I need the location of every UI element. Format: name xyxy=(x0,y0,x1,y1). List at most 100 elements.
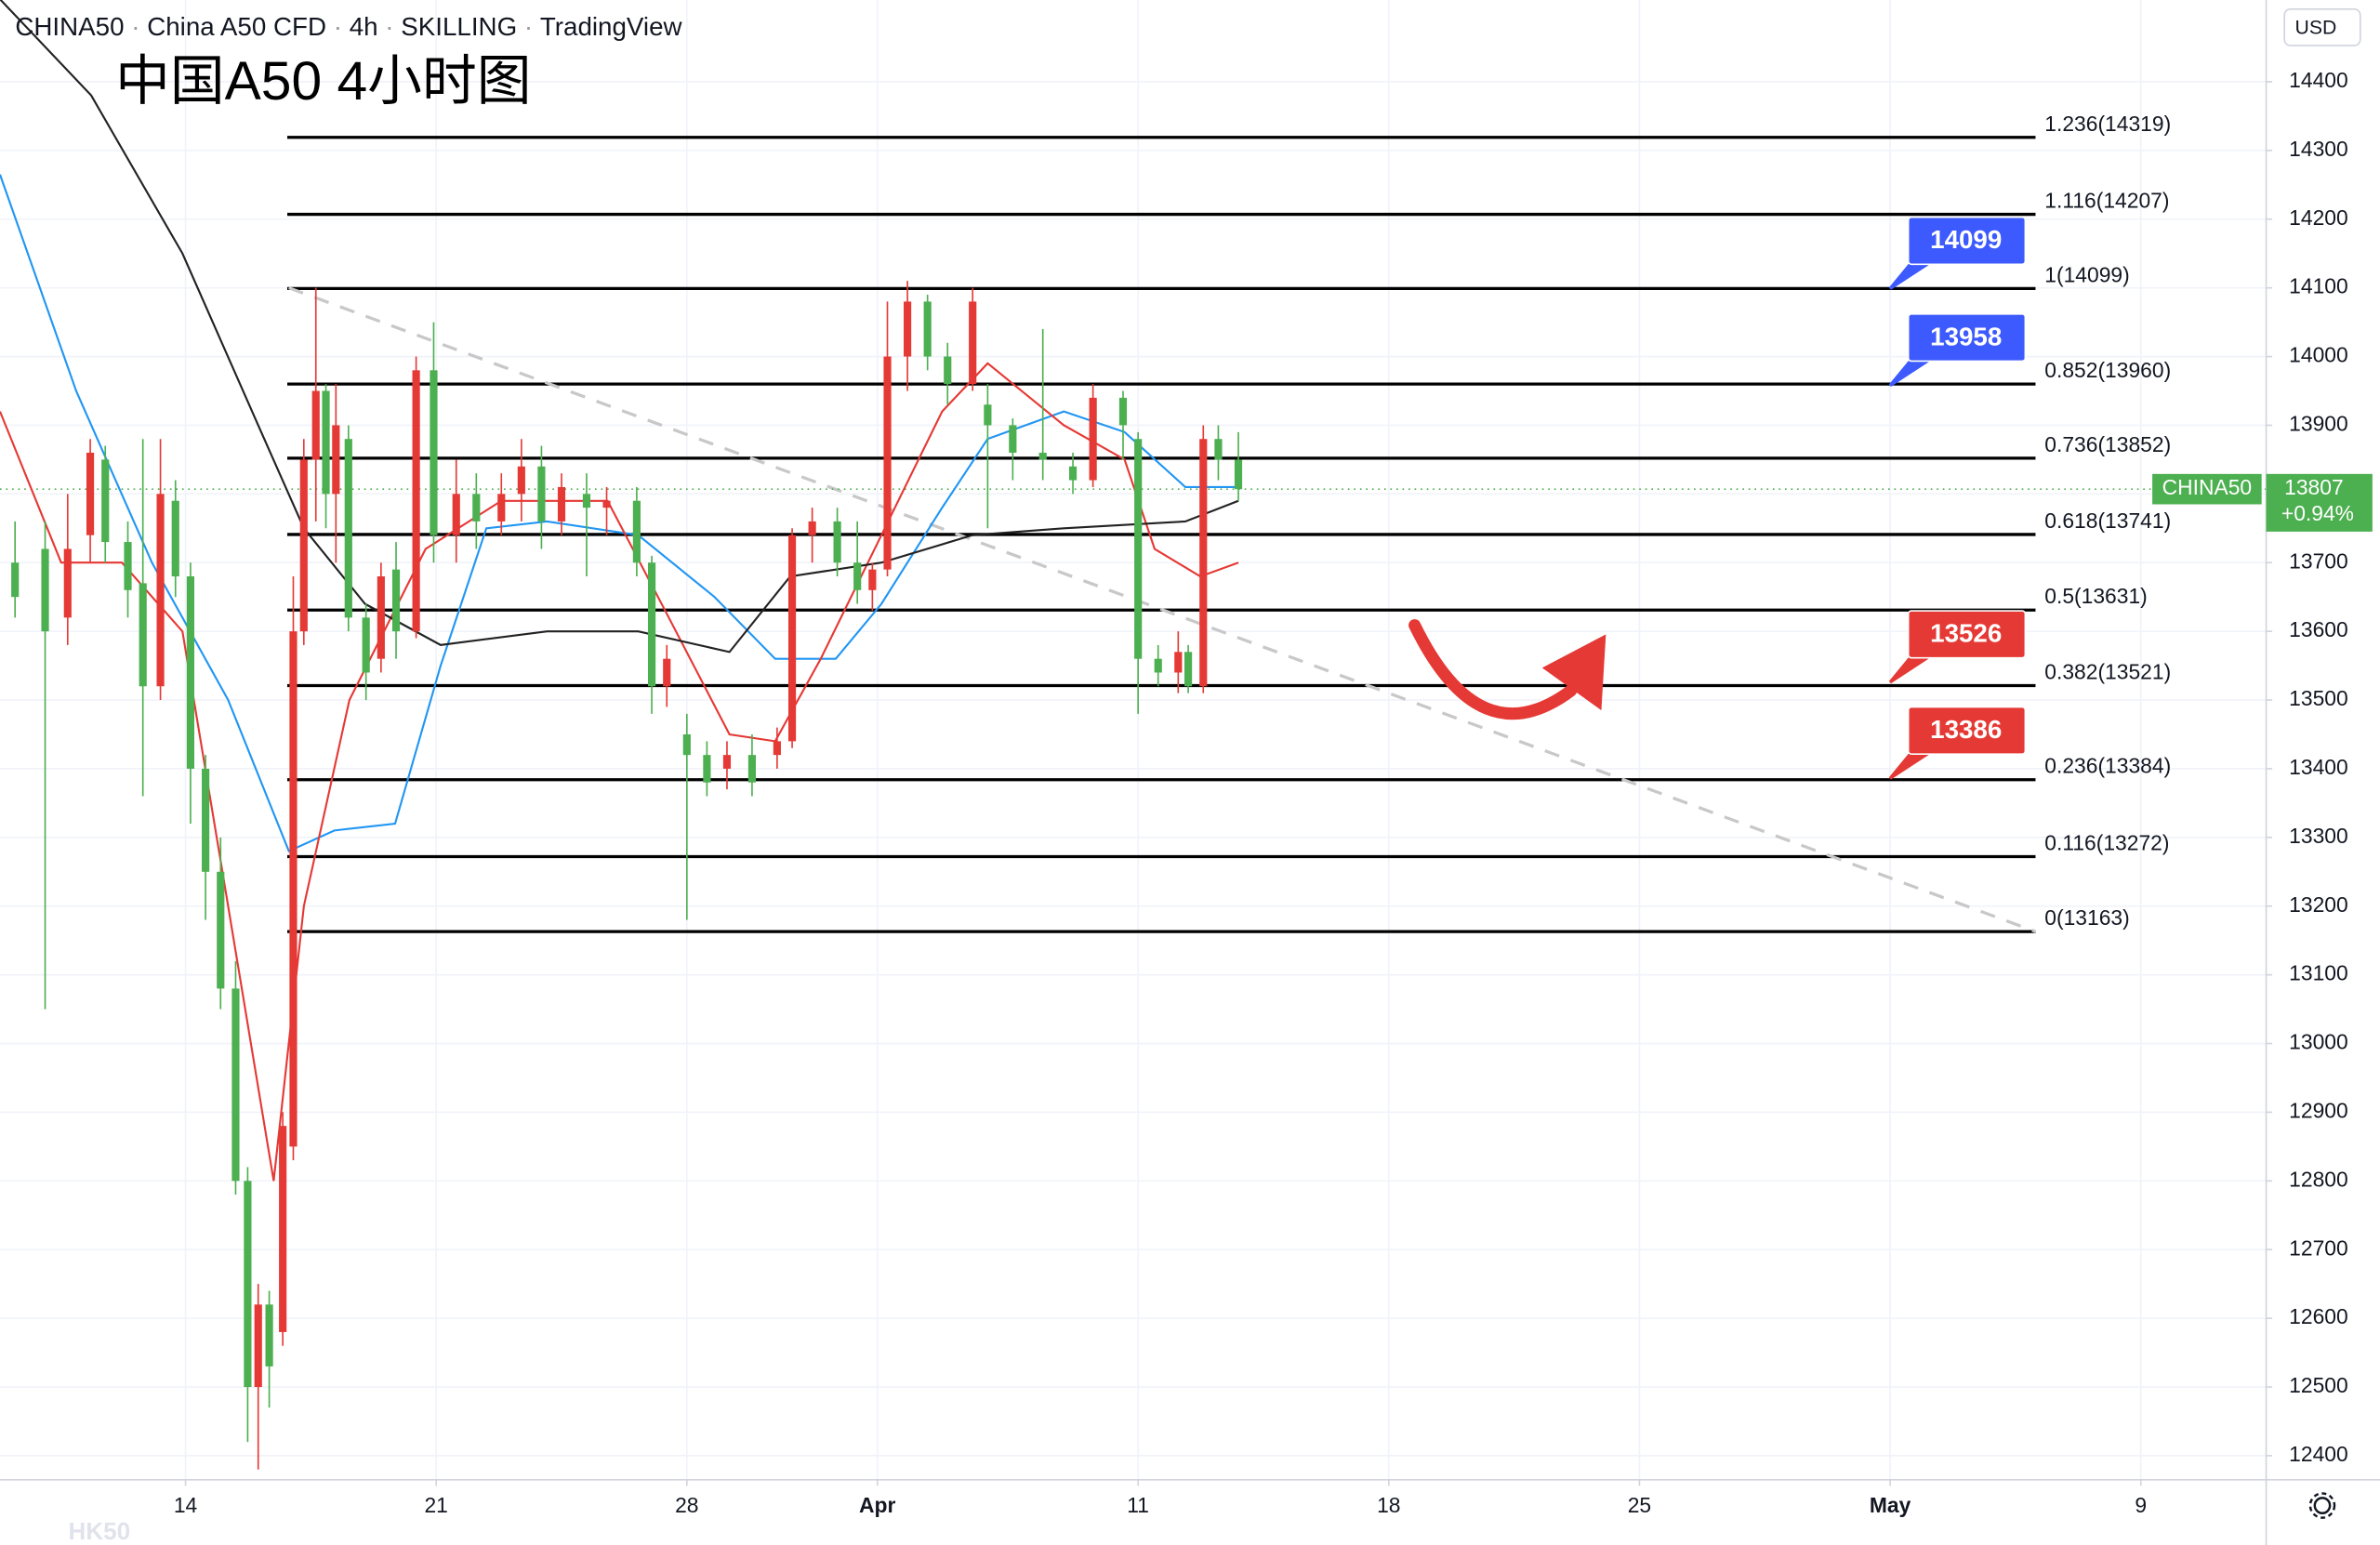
fib-label: 0.382(13521) xyxy=(2044,659,2171,683)
candle-body xyxy=(311,390,320,460)
fib-label: 0.618(13741) xyxy=(2044,508,2171,533)
candle-body xyxy=(537,466,546,522)
y-tick-label: 14200 xyxy=(2289,205,2348,230)
symbol-badge xyxy=(2152,473,2262,505)
last-price-change: +0.94% xyxy=(2281,501,2354,525)
forecast-arrow xyxy=(1408,619,1578,720)
candle-body xyxy=(1009,425,1017,453)
plot-area: 1.236(14319) 1.116(14207) 1(14099) 0.852(13… xyxy=(0,0,2267,1470)
x-tick-label: 11 xyxy=(1127,1493,1149,1517)
candle-body xyxy=(202,768,210,872)
y-tick-label: 13100 xyxy=(2289,961,2348,985)
fib-label: 0.116(13272) xyxy=(2044,830,2169,854)
candle-body xyxy=(773,741,781,756)
y-tick-label: 12900 xyxy=(2289,1098,2348,1122)
y-tick-label: 14000 xyxy=(2289,343,2348,367)
fib-label: 0.5(13631) xyxy=(2044,584,2148,608)
candle-body xyxy=(582,494,591,508)
fib-label: 0.852(13960) xyxy=(2044,358,2171,382)
candle-body xyxy=(139,583,147,687)
chart-header: CHINA50 · China A50 CFD · 4h · SKILLING … xyxy=(15,12,682,41)
candle-body xyxy=(279,1126,287,1332)
candle-body xyxy=(647,562,656,687)
currency-button[interactable] xyxy=(2283,7,2361,46)
candle-body xyxy=(265,1304,273,1367)
y-tick-label: 12500 xyxy=(2289,1373,2348,1397)
candle-body xyxy=(377,576,385,659)
y-tick-label: 12600 xyxy=(2289,1304,2348,1328)
chart-title: 中国A50 4小时图 xyxy=(115,51,531,112)
candle-body xyxy=(1068,466,1078,481)
price-tag xyxy=(1907,216,2027,266)
candle-body xyxy=(632,500,641,563)
interval: 4h xyxy=(350,12,378,41)
symbol: CHINA50 xyxy=(15,12,124,41)
price-tag-label: 14099 xyxy=(1930,225,2002,254)
candle-body xyxy=(984,404,992,426)
y-tick-label: 13500 xyxy=(2289,686,2348,710)
broker: SKILLING xyxy=(401,12,517,41)
description: China A50 CFD xyxy=(147,12,326,41)
fib-label: 0.736(13852) xyxy=(2044,432,2171,456)
platform: TradingView xyxy=(540,12,683,41)
last-price-label: 13807 xyxy=(2284,475,2344,499)
candle-body xyxy=(171,500,179,577)
fib-label: 0.236(13384) xyxy=(2044,754,2171,778)
y-tick-label: 14100 xyxy=(2289,274,2348,298)
candle-body xyxy=(344,439,352,618)
candle-body xyxy=(1134,439,1143,659)
trendline xyxy=(288,286,2037,933)
y-tick-label: 13600 xyxy=(2289,617,2348,641)
candle-body xyxy=(299,459,308,632)
candle-body xyxy=(430,370,438,535)
candle-body xyxy=(853,562,862,590)
y-tick-label: 13400 xyxy=(2289,755,2348,779)
y-tick-label: 13700 xyxy=(2289,548,2348,573)
currency-label[interactable]: USD xyxy=(2295,18,2337,39)
candle-body xyxy=(101,459,110,543)
candle-body xyxy=(868,569,877,590)
candle-body xyxy=(1174,652,1183,673)
x-tick-label: 28 xyxy=(675,1493,698,1517)
candle-body xyxy=(1118,397,1128,426)
candle-body xyxy=(322,390,330,495)
price-tag xyxy=(1907,313,2027,363)
price-tag xyxy=(1907,610,2027,659)
y-tick-label: 13200 xyxy=(2289,892,2348,917)
x-tick-label: 14 xyxy=(174,1493,198,1517)
candle-body xyxy=(86,452,95,535)
candle-body xyxy=(186,576,195,769)
candle-body xyxy=(787,535,797,742)
candle-body xyxy=(11,562,20,598)
candle-body xyxy=(923,301,932,357)
last-price-badge xyxy=(2266,473,2373,532)
y-tick-label: 12400 xyxy=(2289,1442,2348,1466)
candle-body xyxy=(1199,439,1208,687)
candle-body xyxy=(944,356,952,385)
x-tick-label: 25 xyxy=(1628,1493,1651,1517)
symbol-badge-label: CHINA50 xyxy=(2162,475,2252,499)
fib-label: 0(13163) xyxy=(2044,905,2129,930)
candle-body xyxy=(904,301,912,357)
settings-icon[interactable] xyxy=(2313,1497,2332,1514)
candle-body xyxy=(517,466,525,495)
y-tick-label: 14400 xyxy=(2289,68,2348,92)
candle-body xyxy=(391,569,401,632)
candle-body xyxy=(156,494,165,687)
y-tick-label: 12700 xyxy=(2289,1235,2348,1260)
settings-button[interactable] xyxy=(2308,1492,2336,1519)
x-tick-label: 21 xyxy=(424,1493,447,1517)
candle-body xyxy=(412,370,420,632)
candle-body xyxy=(722,755,732,769)
candle-body xyxy=(1184,652,1193,687)
candle-body xyxy=(969,301,977,385)
candle-body xyxy=(124,542,132,590)
candle-body xyxy=(663,658,671,687)
settings-icon-teeth[interactable] xyxy=(2308,1492,2336,1519)
candle-body xyxy=(472,494,481,522)
forecast-arrow-head xyxy=(1541,634,1606,711)
candle-body xyxy=(289,631,298,1147)
fib-label: 1(14099) xyxy=(2044,262,2129,286)
price-tag-label: 13386 xyxy=(1930,715,2002,744)
